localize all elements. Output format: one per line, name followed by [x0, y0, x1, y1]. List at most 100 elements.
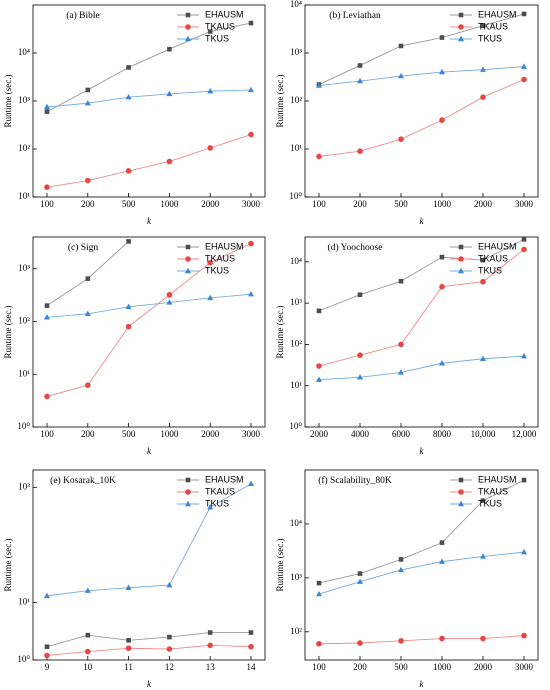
x-axis-label: k [147, 446, 152, 456]
y-tick-label: 10¹ [290, 380, 302, 390]
marker [316, 363, 322, 369]
x-tick-label: 500 [122, 199, 136, 209]
marker [207, 630, 213, 635]
y-tick-label: 10⁴ [290, 256, 302, 266]
marker [439, 360, 445, 366]
marker [166, 158, 173, 165]
plot-frame [304, 4, 539, 198]
marker [44, 652, 50, 659]
marker [398, 43, 404, 49]
marker [85, 276, 91, 281]
marker [357, 352, 363, 358]
y-tick-label: 10⁰ [289, 421, 302, 431]
marker [521, 477, 527, 483]
marker [207, 259, 213, 266]
y-tick-label: 10³ [18, 481, 30, 491]
y-tick-label: 10³ [18, 263, 30, 273]
legend-label: EHAUSM [205, 474, 244, 484]
marker [357, 292, 363, 298]
marker [439, 540, 445, 545]
x-tick-label: 3000 [242, 199, 261, 209]
y-tick-label: 10² [290, 338, 302, 348]
legend-label: EHAUSM [205, 9, 244, 19]
x-tick-label: 14 [247, 662, 257, 672]
marker [44, 314, 50, 320]
marker [439, 635, 445, 642]
y-tick-label: 10³ [290, 572, 302, 582]
series-line [318, 66, 525, 86]
x-tick-label: 1000 [160, 429, 179, 439]
marker [398, 638, 404, 644]
marker [480, 553, 486, 559]
marker [166, 646, 173, 652]
x-tick-label: 2000 [201, 199, 220, 209]
marker [458, 35, 464, 42]
marker [439, 117, 445, 123]
plot-frame [304, 469, 539, 661]
marker [480, 66, 486, 72]
y-tick-label: 10² [18, 316, 30, 326]
marker [248, 86, 254, 93]
marker [521, 63, 527, 69]
x-tick-label: 10,000 [471, 429, 496, 439]
x-tick-label: 2000 [310, 429, 329, 439]
chart-title: (f) Scalability_80K [318, 475, 392, 486]
marker [85, 87, 91, 93]
marker [316, 640, 322, 647]
chart-title: (a) Bible [66, 10, 100, 21]
x-axis-label: k [420, 679, 425, 689]
panel: 10⁰ 10¹ 10² 10³ 10⁴ 2000 4000 6000 8000 10,000 12,… [275, 236, 539, 456]
x-tick-label: 100 [40, 199, 54, 209]
marker [126, 239, 131, 244]
marker [521, 548, 527, 555]
legend-label: TKAUS [478, 21, 508, 31]
series-line [46, 134, 252, 188]
x-tick-label: 1000 [160, 199, 179, 209]
legend-label: TKAUS [478, 486, 508, 496]
legend-label: TKAUS [205, 21, 235, 31]
marker [125, 93, 132, 100]
legend-label: TKAUS [478, 253, 508, 263]
marker [248, 290, 254, 297]
marker [185, 24, 191, 30]
legend-label: TKAUS [205, 486, 235, 496]
marker [44, 393, 50, 400]
marker [84, 587, 91, 593]
marker [316, 308, 322, 314]
series-line [318, 355, 525, 381]
marker [480, 257, 486, 263]
marker [480, 94, 486, 100]
x-tick-label: 500 [122, 429, 136, 439]
series-line [318, 79, 525, 157]
series-line [46, 22, 252, 113]
x-tick-label: 2000 [201, 429, 220, 439]
x-tick-label: 3000 [515, 662, 534, 672]
marker [248, 240, 254, 247]
marker [185, 256, 191, 262]
series-line [46, 243, 252, 397]
legend-label: TKUS [478, 33, 502, 43]
y-axis-label: Runtime (sec.) [3, 539, 13, 592]
marker [316, 376, 322, 382]
marker [185, 35, 191, 42]
series-line [318, 13, 525, 85]
marker [316, 590, 322, 597]
y-tick-label: 10² [290, 626, 302, 636]
marker [166, 581, 173, 588]
marker [44, 592, 50, 599]
y-tick-label: 10¹ [18, 368, 30, 378]
x-tick-label: 4000 [351, 429, 370, 439]
plot-frame [32, 469, 266, 661]
panel: 10⁰ 10¹ 10² 10³ 100 200 500 1000 2000 3000 k Runtim… [3, 236, 266, 456]
chart-title: (b) Leviathan [329, 10, 381, 21]
panel: 10¹ 10² 10³ 10⁴ 100 200 500 1000 2000 3000 k Runtim… [3, 4, 266, 226]
x-tick-label: 1000 [433, 662, 452, 672]
marker [458, 24, 464, 30]
marker [480, 635, 486, 642]
y-axis-label: Runtime (sec.) [275, 306, 285, 359]
marker [439, 35, 445, 40]
marker [85, 382, 91, 389]
marker [125, 168, 132, 174]
marker [167, 46, 172, 52]
marker [125, 645, 132, 652]
